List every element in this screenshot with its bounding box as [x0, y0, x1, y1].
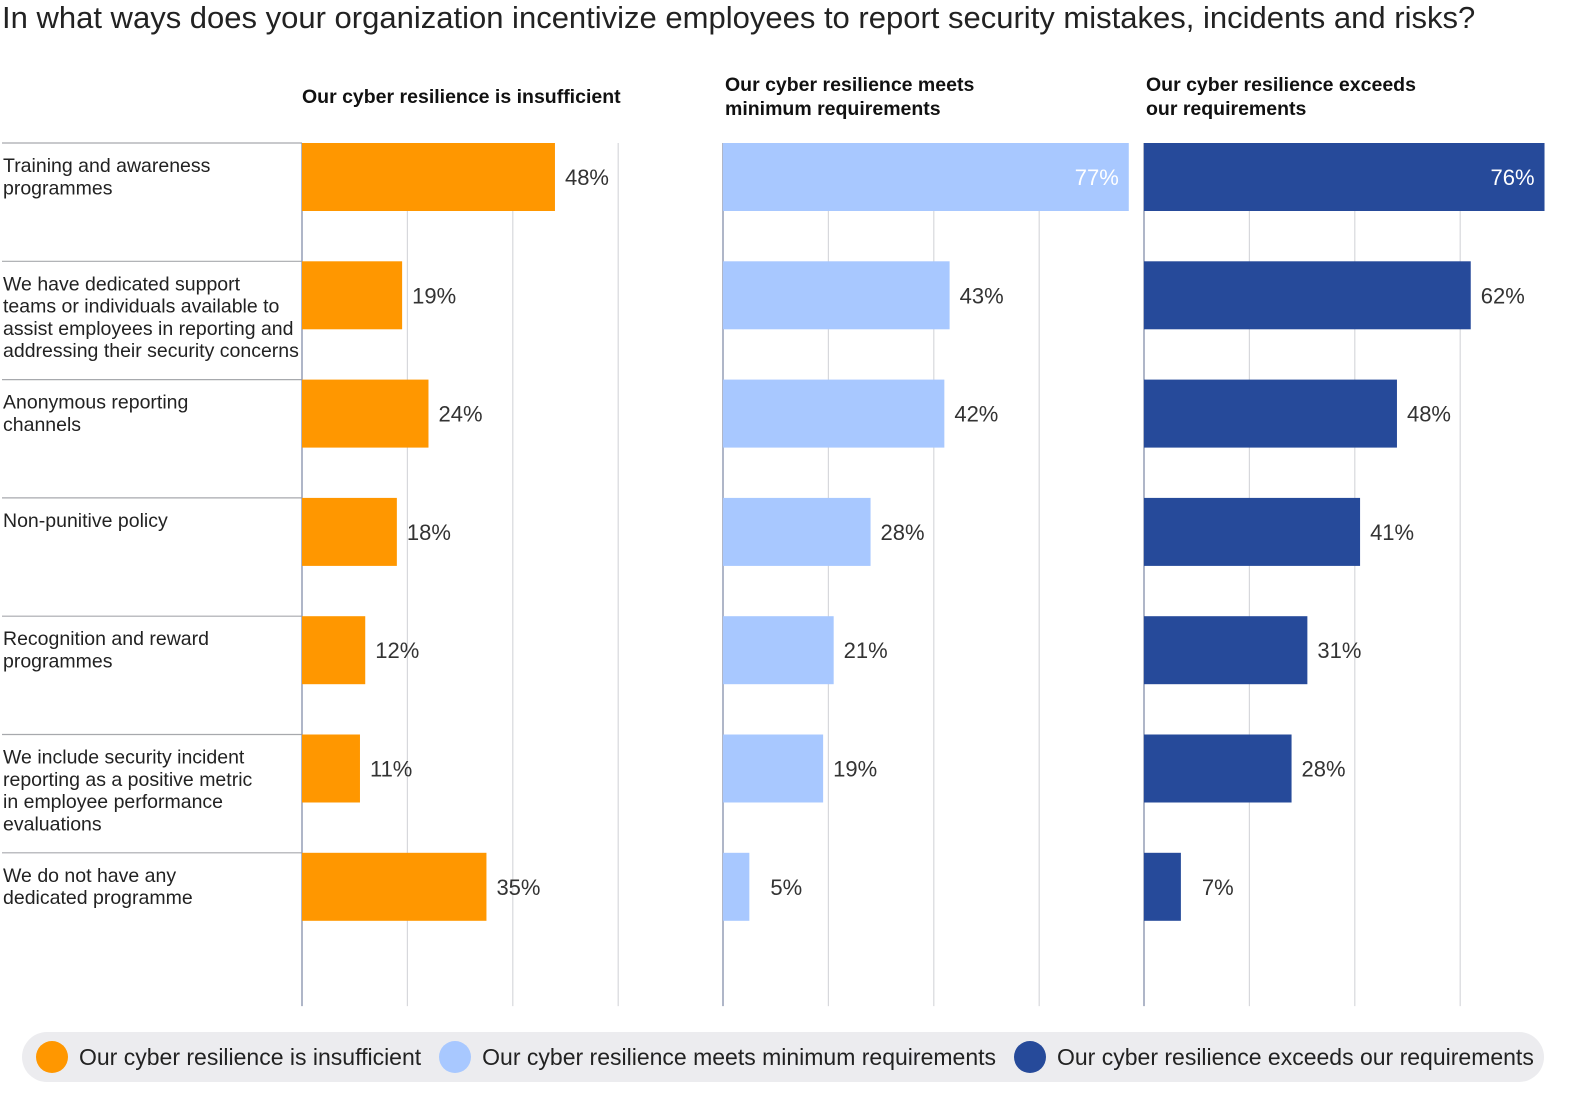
bar	[723, 497, 871, 566]
legend-swatch-exceeds	[1014, 1041, 1046, 1073]
bar	[723, 143, 1129, 211]
bar	[302, 852, 487, 921]
data-label: 19%	[412, 283, 456, 308]
data-label: 42%	[954, 402, 998, 427]
data-label: 62%	[1481, 283, 1525, 308]
legend-label-insufficient: Our cyber resilience is insufficient	[79, 1043, 422, 1070]
data-label: 28%	[881, 520, 925, 545]
category-label: Training and awareness programmes	[3, 155, 211, 199]
data-label: 5%	[770, 875, 802, 900]
bar	[723, 616, 834, 685]
bar	[723, 261, 950, 330]
data-label: 76%	[1490, 165, 1534, 190]
panel-header: Our cyber resilience is insufficient	[302, 86, 621, 108]
bar	[1144, 261, 1471, 330]
panel-header: Our cyber resilience meets minimum requir…	[725, 74, 974, 120]
chart-title: In what ways does your organization ince…	[2, 0, 1475, 35]
bar	[1144, 497, 1361, 566]
data-label: 7%	[1202, 875, 1234, 900]
bar	[1144, 616, 1308, 685]
bar	[302, 497, 397, 566]
data-label: 12%	[375, 638, 419, 663]
bar	[723, 379, 945, 448]
data-label: 77%	[1075, 165, 1119, 190]
data-label: 18%	[407, 520, 451, 545]
legend-item-insufficient: Our cyber resilience is insufficient	[36, 1041, 421, 1073]
legend-item-exceeds: Our cyber resilience exceeds our require…	[1014, 1041, 1534, 1073]
bar	[1144, 379, 1397, 448]
bar	[723, 734, 824, 803]
legend-item-meets: Our cyber resilience meets minimum requi…	[439, 1041, 996, 1073]
data-label: 24%	[438, 402, 482, 427]
legend: Our cyber resilience is insufficient Our…	[22, 1032, 1544, 1082]
legend-label-meets: Our cyber resilience meets minimum requi…	[482, 1043, 996, 1070]
legend-label-exceeds: Our cyber resilience exceeds our require…	[1057, 1043, 1534, 1070]
data-label: 41%	[1370, 520, 1414, 545]
bar	[302, 143, 555, 211]
chart: In what ways does your organization ince…	[2, 0, 1545, 1007]
bar	[302, 734, 360, 803]
data-label: 28%	[1302, 757, 1346, 782]
panel-header: Our cyber resilience exceeds our requirem…	[1146, 74, 1416, 120]
data-label: 19%	[833, 757, 877, 782]
legend-swatch-insufficient	[36, 1041, 68, 1073]
bar	[302, 261, 403, 330]
category-label: Anonymous reporting channels	[3, 392, 188, 436]
data-label: 31%	[1317, 638, 1361, 663]
bar	[723, 852, 750, 921]
data-label: 48%	[1407, 402, 1451, 427]
bar	[1144, 143, 1545, 211]
bar	[302, 616, 366, 685]
data-label: 11%	[370, 757, 412, 782]
category-label: We include security incident reporting as…	[3, 747, 253, 836]
bar	[1144, 734, 1292, 803]
category-label: Recognition and reward programmes	[3, 628, 209, 672]
data-label: 48%	[565, 165, 609, 190]
data-label: 43%	[960, 283, 1004, 308]
data-label: 35%	[496, 875, 540, 900]
category-label: We have dedicated support teams or indivi…	[3, 273, 299, 362]
bar	[302, 379, 429, 448]
data-label: 21%	[844, 638, 888, 663]
category-label: Non-punitive policy	[3, 510, 168, 532]
legend-swatch-meets	[439, 1041, 472, 1073]
bar	[1144, 852, 1181, 921]
category-label: We do not have any dedicated programme	[3, 865, 193, 909]
